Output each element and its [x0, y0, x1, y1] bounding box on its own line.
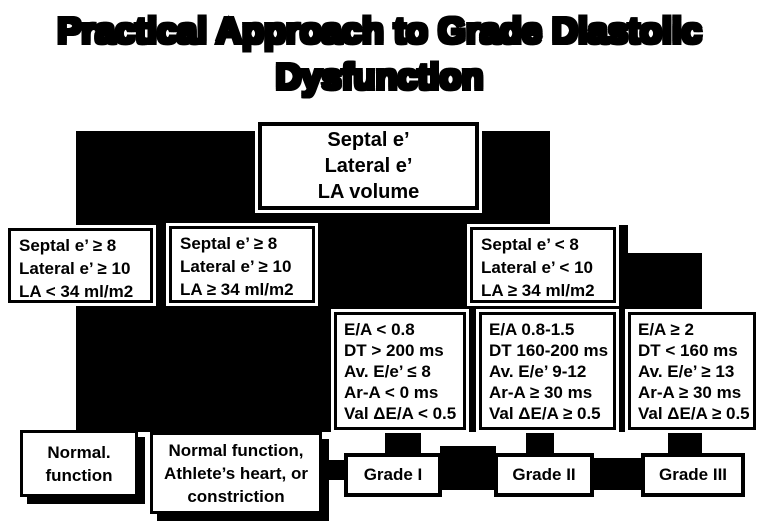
- outcome-line: function: [45, 465, 113, 485]
- criteria-box-grade1: E/A < 0.8 DT > 200 ms Av. E/e’ ≤ 8 Ar-A …: [334, 312, 466, 430]
- criteria-line: DT < 160 ms: [638, 341, 738, 360]
- grade-label: Grade III: [658, 465, 728, 484]
- branch-box-normal-e-enlarged-la: Septal e’ ≥ 8 Lateral e’ ≥ 10 LA ≥ 34 ml…: [169, 226, 315, 303]
- connector-tab-grade3: [668, 430, 702, 455]
- criteria-line: Av. E/e’ ≤ 8: [344, 362, 431, 381]
- outcome-line: Normal function,: [168, 440, 304, 460]
- root-line: LA volume: [317, 181, 420, 203]
- branch-box-reduced-e-enlarged-la: Septal e’ < 8 Lateral e’ < 10 LA ≥ 34 ml…: [470, 227, 616, 303]
- branch-line: Septal e’ < 8: [481, 235, 579, 254]
- outcome-box-grade-ii: Grade II: [494, 453, 594, 497]
- outcome-line: Athlete’s heart, or: [164, 463, 308, 483]
- branch-line: Lateral e’ ≥ 10: [19, 259, 131, 278]
- criteria-box-grade3: E/A ≥ 2 DT < 160 ms Av. E/e’ ≥ 13 Ar-A ≥…: [628, 312, 756, 430]
- criteria-line: Ar-A < 0 ms: [344, 383, 439, 402]
- root-line: Septal e’: [327, 129, 410, 151]
- root-line: Lateral e’: [324, 155, 413, 177]
- outcome-line: constriction: [187, 486, 285, 506]
- branch-box-normal-la: Septal e’ ≥ 8 Lateral e’ ≥ 10 LA < 34 ml…: [8, 228, 153, 303]
- branch-line: Lateral e’ < 10: [481, 258, 593, 277]
- criteria-line: Ar-A ≥ 30 ms: [489, 383, 593, 402]
- branch-line: Septal e’ ≥ 8: [19, 236, 117, 255]
- branch-line: Septal e’ ≥ 8: [180, 234, 278, 253]
- criteria-line: Av. E/e’ ≥ 13: [638, 362, 735, 381]
- branch-line: LA ≥ 34 ml/m2: [180, 280, 294, 299]
- branch-line: LA < 34 ml/m2: [19, 282, 134, 301]
- criteria-box-grade2: E/A 0.8-1.5 DT 160-200 ms Av. E/e’ 9-12 …: [479, 312, 616, 430]
- branch-line: Lateral e’ ≥ 10: [180, 257, 292, 276]
- criteria-line: Ar-A ≥ 30 ms: [638, 383, 742, 402]
- grade-label: Grade I: [363, 465, 423, 484]
- branch-line: LA ≥ 34 ml/m2: [481, 281, 595, 300]
- grade-label: Grade II: [512, 465, 576, 484]
- connector-gap-grade2-3: [592, 458, 643, 490]
- connector-gap-grade1-2: [440, 446, 496, 490]
- outcome-line: Normal.: [47, 442, 111, 462]
- outcome-box-grade-i: Grade I: [344, 453, 442, 497]
- connector-tab-grade2: [526, 430, 554, 455]
- outcome-box-grade-iii: Grade III: [641, 453, 745, 497]
- page-title-line1: Practical Approach to Grade Diastolic: [55, 8, 704, 53]
- connector-left-grade1: [322, 460, 346, 480]
- criteria-line: Val ΔE/A ≥ 0.5: [489, 404, 601, 423]
- criteria-line: E/A < 0.8: [344, 320, 415, 339]
- criteria-line: Val ΔE/A ≥ 0.5: [638, 404, 750, 423]
- page-title-line2: Dysfunction: [273, 54, 485, 99]
- outcome-box-normal-function: Normal. function: [20, 430, 138, 497]
- criteria-line: Av. E/e’ 9-12: [489, 362, 587, 381]
- connector-tab-grade1: [385, 428, 421, 455]
- criteria-line: E/A 0.8-1.5: [489, 320, 575, 339]
- criteria-line: Val ΔE/A < 0.5: [344, 404, 457, 423]
- criteria-line: DT 160-200 ms: [489, 341, 609, 360]
- criteria-line: DT > 200 ms: [344, 341, 444, 360]
- criteria-line: E/A ≥ 2: [638, 320, 694, 339]
- root-box-septal-lateral-la: Septal e’ Lateral e’ LA volume: [258, 122, 479, 210]
- outcome-box-athlete-heart: Normal function, Athlete’s heart, or con…: [150, 432, 322, 514]
